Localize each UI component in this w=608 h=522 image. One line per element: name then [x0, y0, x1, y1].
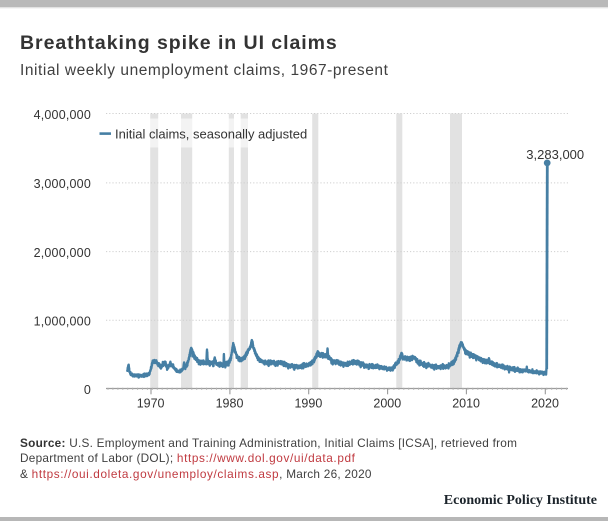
svg-text:4,000,000: 4,000,000: [34, 108, 91, 122]
svg-text:2000: 2000: [373, 397, 401, 411]
svg-text:0: 0: [84, 383, 91, 397]
svg-text:1990: 1990: [294, 397, 322, 411]
svg-text:1,000,000: 1,000,000: [34, 315, 91, 329]
svg-text:1970: 1970: [137, 397, 165, 411]
svg-text:3,283,000: 3,283,000: [526, 147, 584, 162]
svg-text:Initial claims, seasonally adj: Initial claims, seasonally adjusted: [115, 127, 307, 142]
svg-text:3,000,000: 3,000,000: [34, 177, 91, 191]
svg-text:1980: 1980: [216, 397, 244, 411]
svg-text:2020: 2020: [531, 397, 559, 411]
svg-text:2,000,000: 2,000,000: [34, 246, 91, 260]
svg-text:2010: 2010: [452, 397, 480, 411]
